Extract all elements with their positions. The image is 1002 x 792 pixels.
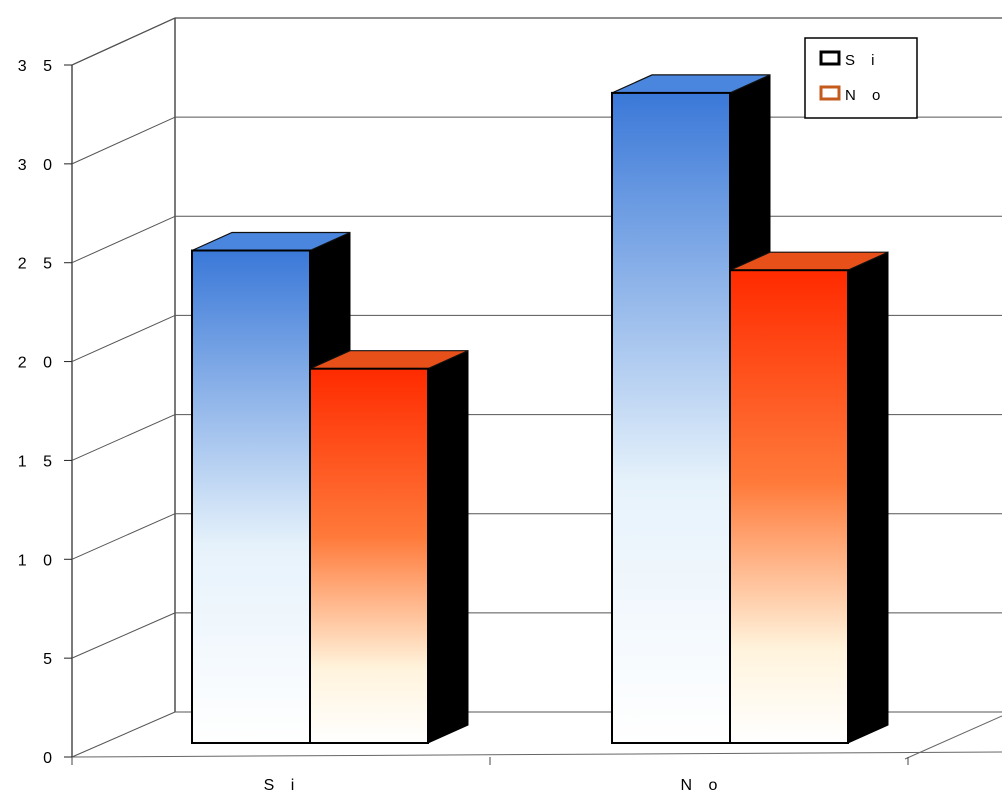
x-category-label: N o (681, 777, 724, 792)
floor-front-edge (71, 751, 1002, 758)
y-tick-label: 3 5 (18, 58, 58, 75)
legend: S i N o (804, 37, 918, 119)
bar-side (847, 251, 889, 744)
legend-label: N o (845, 87, 886, 104)
bar-front (729, 269, 849, 744)
bar-front (309, 367, 429, 744)
y-tick-label: 5 (43, 651, 58, 668)
y-axis: 0 5 1 0 1 5 2 0 2 5 3 0 3 5 (18, 58, 909, 767)
y-tick-label: 2 5 (18, 256, 58, 273)
bar-no-0 (309, 349, 469, 744)
gridline-side (71, 314, 176, 363)
y-tick-label: 1 5 (18, 453, 58, 470)
gridline-side (71, 215, 176, 264)
bar-front (611, 91, 731, 744)
legend-box (804, 37, 918, 119)
floor-right-edge (904, 715, 1002, 760)
y-tick-label: 1 0 (18, 552, 58, 569)
gridline-side (71, 116, 176, 165)
gridline-side (71, 513, 176, 560)
gridline-side (71, 612, 176, 659)
bar-front (191, 249, 311, 744)
legend-swatch (819, 85, 841, 101)
legend-swatch (819, 50, 841, 66)
bar-side (427, 349, 469, 744)
gridline-side (71, 17, 176, 66)
y-tick-label: 2 0 (18, 355, 58, 372)
bars (191, 74, 889, 744)
x-category-label: S i (264, 777, 301, 792)
y-tick-label: 0 (43, 750, 58, 767)
bar-no-1 (729, 251, 889, 744)
gridline-side (71, 414, 176, 461)
legend-label: S i (845, 52, 881, 69)
y-tick-label: 3 0 (18, 157, 58, 174)
gridline-side (71, 711, 176, 758)
